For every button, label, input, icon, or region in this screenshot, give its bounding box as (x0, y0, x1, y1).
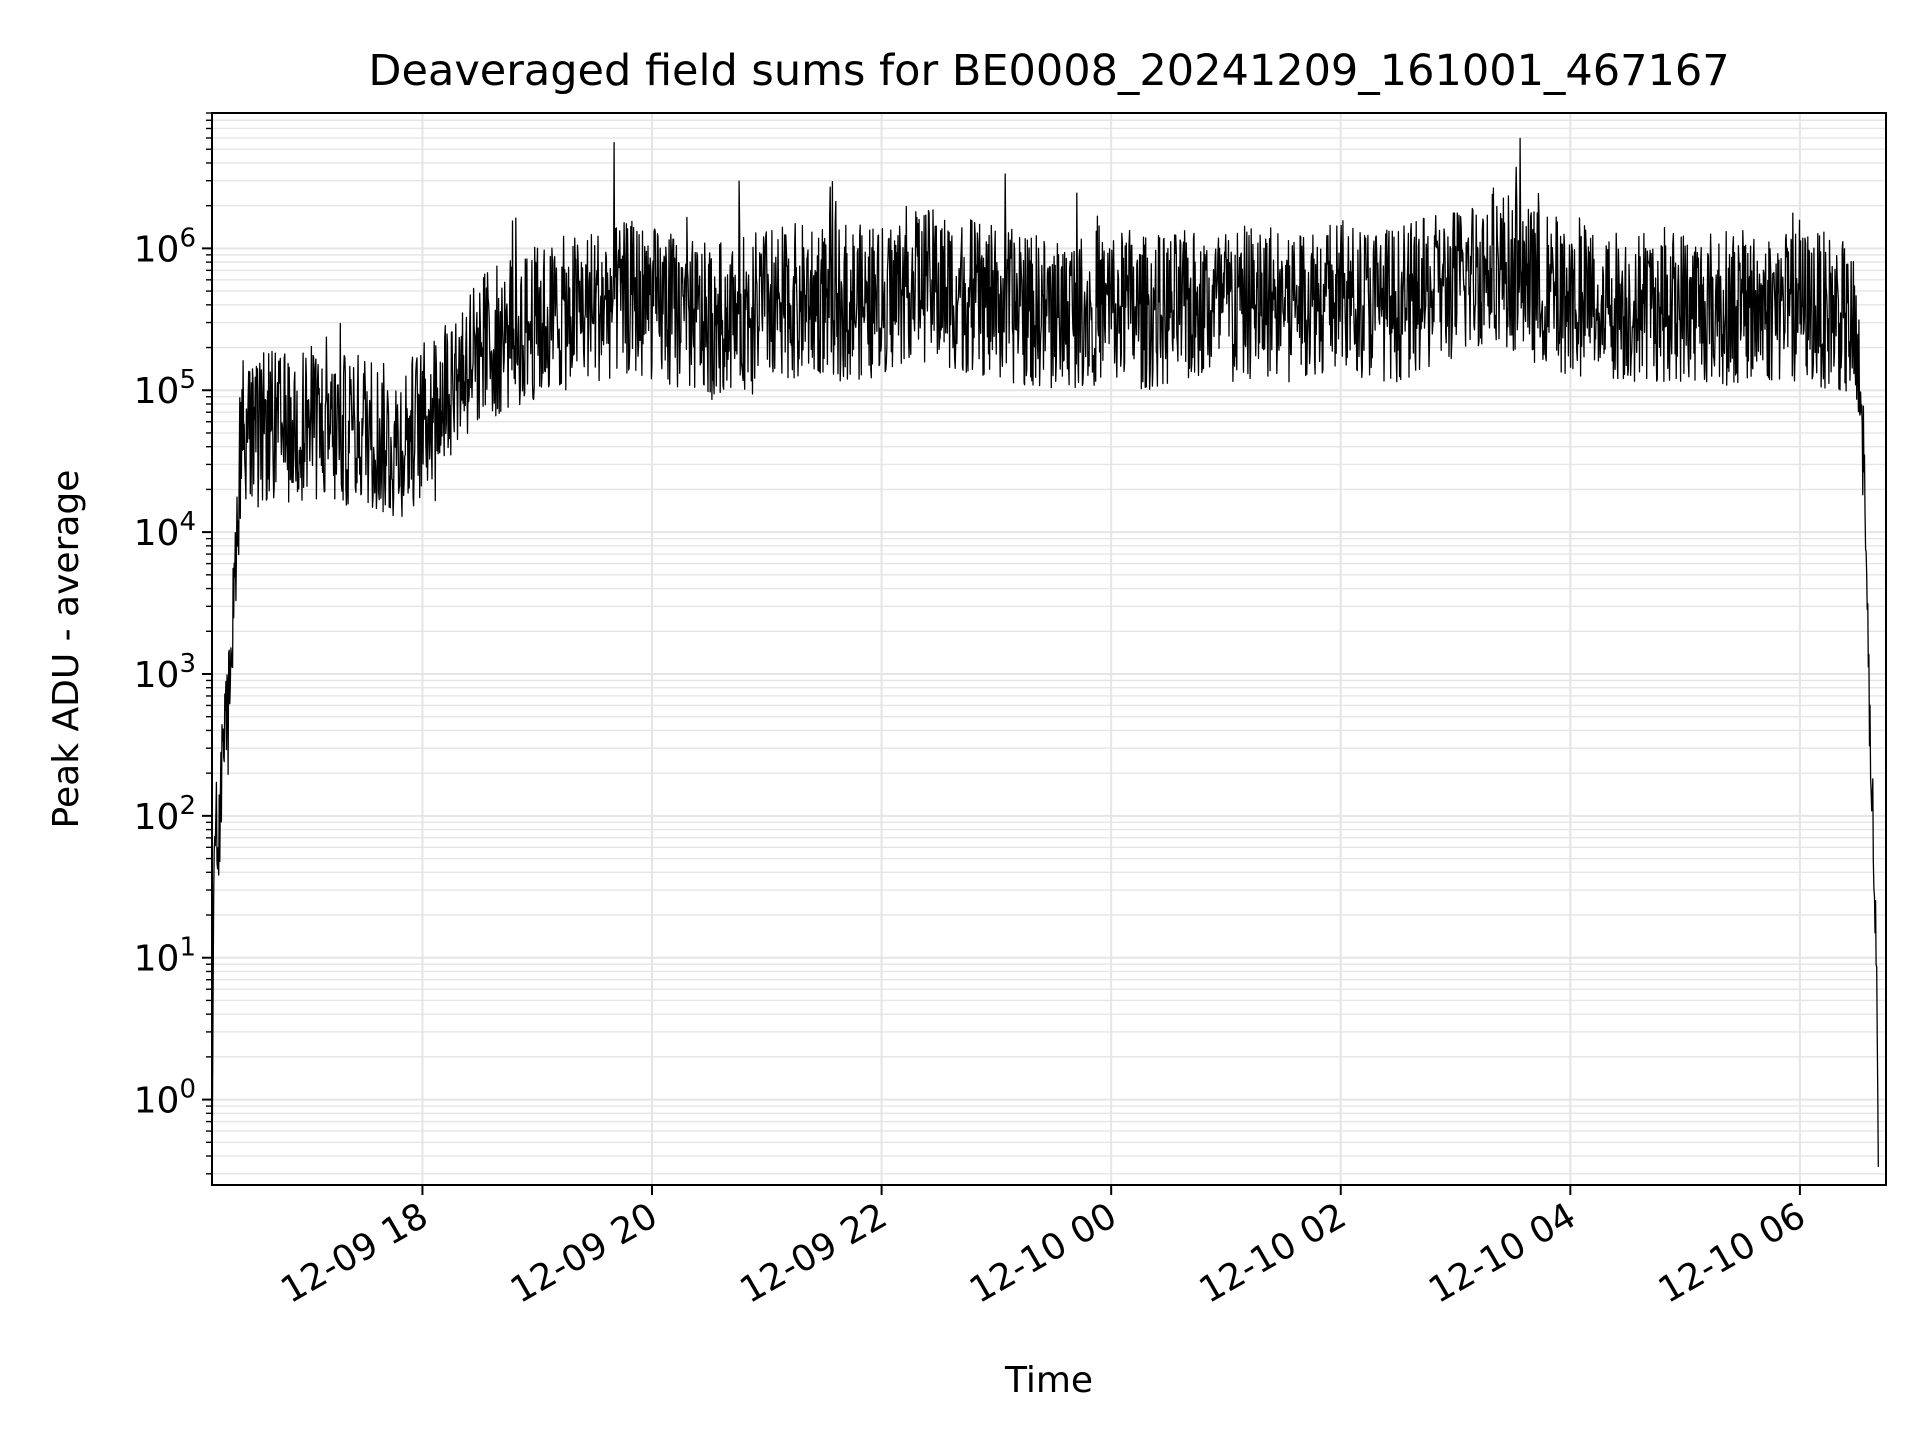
y-tick-label: 103 (134, 649, 196, 696)
chart-title: Deaveraged field sums for BE0008_2024120… (368, 46, 1729, 96)
y-tick-label: 102 (134, 791, 196, 838)
y-axis: 100 101 102 103 104 105 106 (134, 112, 212, 1175)
x-axis-label: Time (1004, 1360, 1093, 1401)
y-tick-label: 106 (134, 223, 196, 270)
series-layer (211, 137, 1879, 1177)
y-axis-label: Peak ADU - average (46, 470, 87, 829)
y-tick-label: 100 (134, 1075, 196, 1122)
y-tick-label: 105 (134, 365, 196, 412)
plot-frame (211, 112, 1887, 1186)
y-tick-label: 104 (134, 507, 196, 554)
grid (212, 112, 1886, 1185)
y-tick-label: 101 (134, 933, 196, 980)
series-line (211, 137, 1879, 1177)
